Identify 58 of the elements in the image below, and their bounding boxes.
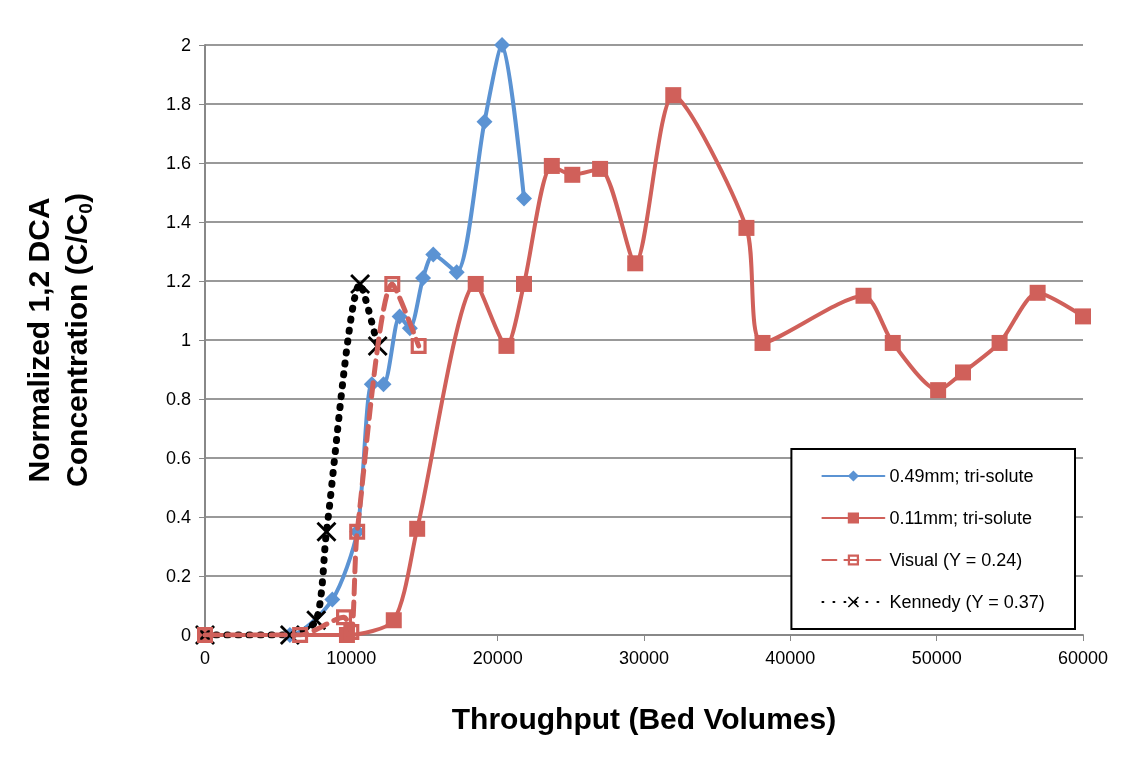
point: [384, 275, 401, 292]
point: [498, 337, 515, 354]
point: [1075, 308, 1091, 325]
x-tick-label: 0: [199, 648, 211, 668]
point: [324, 591, 341, 608]
x-tick-label: 60000: [1057, 648, 1109, 668]
point: [592, 160, 609, 177]
point: [415, 270, 432, 287]
point: [738, 219, 755, 236]
x-tick-label: 40000: [765, 648, 816, 668]
y-tick-label: 0.6: [165, 448, 191, 468]
point: [292, 627, 309, 643]
point: [627, 255, 644, 272]
point: [884, 334, 901, 351]
point: [336, 609, 353, 626]
y-tick-label: 2: [180, 35, 191, 55]
point: [564, 166, 581, 183]
point: [385, 612, 402, 629]
point: [494, 37, 511, 53]
point: [476, 113, 493, 130]
legend-label: Visual (Y = 0.24): [889, 550, 1023, 570]
point: [1029, 284, 1046, 301]
point: [409, 520, 426, 537]
point: [855, 287, 872, 304]
point: [930, 382, 947, 399]
y-tick-label: 1.6: [165, 153, 191, 173]
x-tick-label: 50000: [911, 648, 962, 668]
x-axis-title: Throughput (Bed Volumes): [451, 701, 837, 735]
x-tick-label: 20000: [472, 648, 523, 668]
point: [350, 273, 371, 294]
y-tick-label: 1: [180, 330, 191, 350]
legend-label: Kennedy (Y = 0.37): [889, 592, 1045, 612]
point: [343, 624, 360, 641]
legend-label: 0.11mm; tri-solute: [889, 508, 1033, 528]
y-tick-label: 1.4: [165, 212, 191, 232]
y-tick-label: 0.2: [165, 566, 191, 586]
point: [543, 157, 560, 174]
point: [448, 264, 465, 281]
x-tick-label: 10000: [326, 648, 377, 668]
point: [955, 364, 972, 381]
point: [467, 275, 484, 292]
y-tick-label: 1.8: [165, 94, 191, 114]
point: [425, 246, 442, 263]
x-tick-label: 30000: [618, 648, 670, 668]
point: [754, 334, 771, 351]
point: [410, 337, 427, 354]
y-tick-label: 1.2: [165, 271, 191, 291]
point: [991, 334, 1008, 351]
y-tick-label: 0.4: [165, 507, 191, 527]
y-tick-label: 0: [180, 625, 191, 645]
legend-label: 0.49mm; tri-solute: [889, 466, 1034, 486]
point: [516, 190, 533, 207]
y-tick-label: 0.8: [165, 389, 191, 409]
point: [316, 521, 337, 542]
point: [391, 308, 408, 325]
point: [516, 275, 533, 292]
point: [375, 376, 392, 393]
point: [665, 87, 682, 104]
